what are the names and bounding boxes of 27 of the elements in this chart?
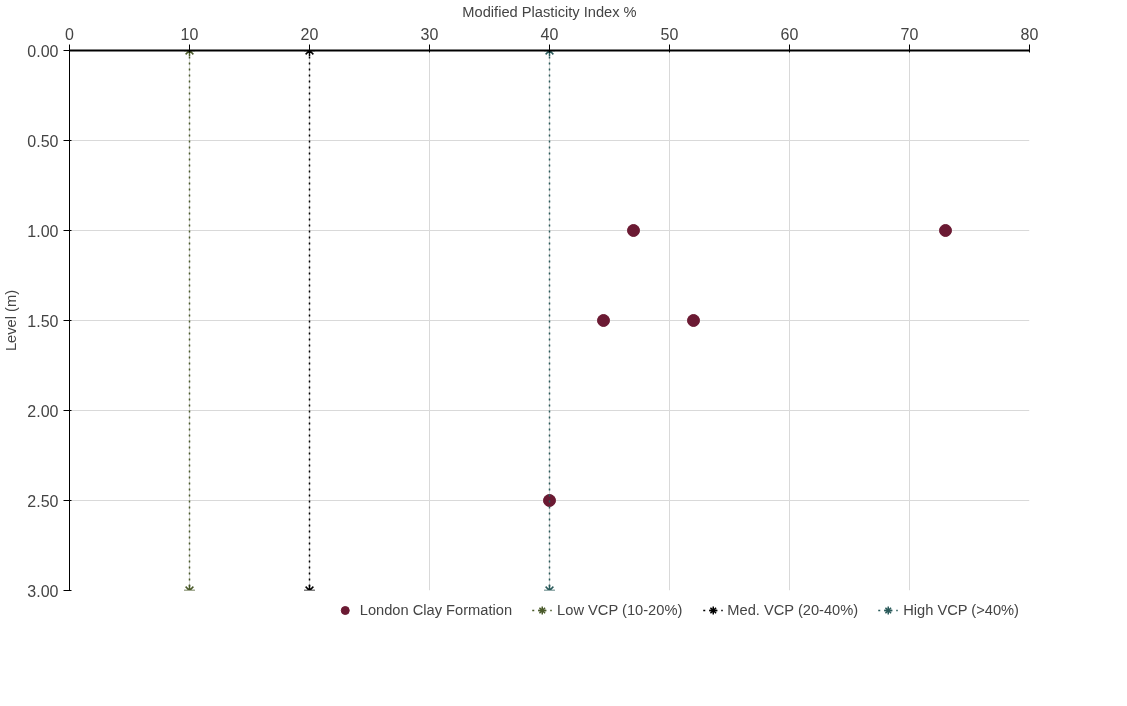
x-tick-label: 50 xyxy=(660,25,679,43)
x-tick-label: 60 xyxy=(780,25,799,43)
legend-label: Med. VCP (20-40%) xyxy=(727,602,859,618)
legend-label: High VCP (>40%) xyxy=(903,602,1019,618)
point xyxy=(687,314,700,327)
legend-label: London Clay Formation xyxy=(359,602,513,618)
x-tick-label: 70 xyxy=(900,25,919,43)
y-tick-label: 0.50 xyxy=(27,132,59,150)
y-tick-label: 1.50 xyxy=(27,312,59,330)
point xyxy=(543,494,556,507)
x-tick-label: 40 xyxy=(540,25,559,43)
y-tick-label: 0.00 xyxy=(27,42,59,60)
x-tick-label: 10 xyxy=(180,25,199,43)
y-tick-label: 1.00 xyxy=(27,222,59,240)
y-axis-title: Level (m) xyxy=(3,289,20,352)
y-tick-label: 2.00 xyxy=(27,402,59,420)
x-tick-label: 0 xyxy=(65,25,75,43)
point xyxy=(627,224,640,237)
x-tick-label: 20 xyxy=(300,25,319,43)
point xyxy=(597,314,610,327)
y-tick-label: 2.50 xyxy=(27,492,59,510)
point xyxy=(939,224,952,237)
x-tick-label: 30 xyxy=(420,25,439,43)
legend-label: Low VCP (10-20%) xyxy=(557,602,683,618)
x-axis-title: Modified Plasticity Index % xyxy=(462,3,637,20)
y-tick-label: 3.00 xyxy=(27,582,59,600)
x-tick-label: 80 xyxy=(1020,25,1039,43)
